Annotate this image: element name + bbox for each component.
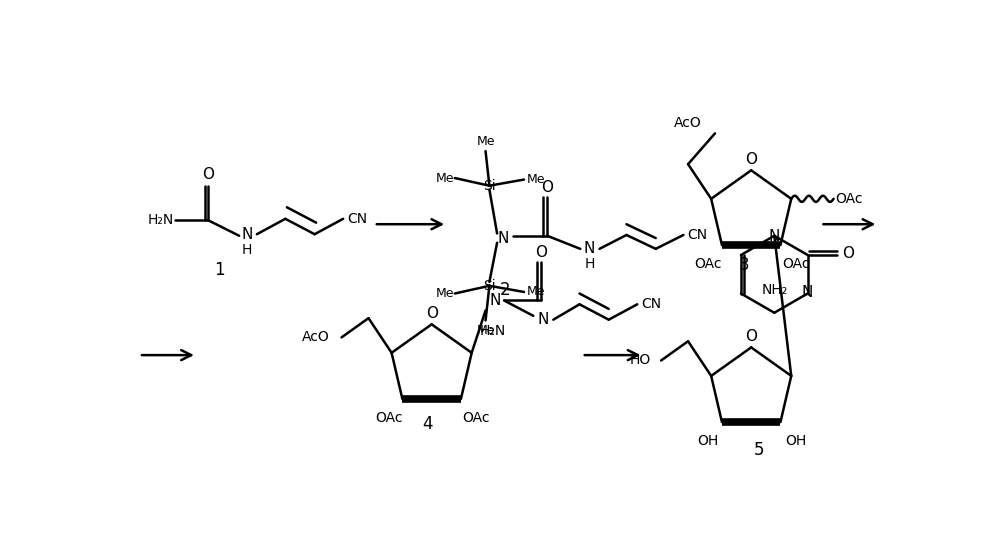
Text: Me: Me bbox=[435, 287, 454, 300]
Text: OH: OH bbox=[697, 434, 719, 448]
Text: H: H bbox=[242, 243, 252, 257]
Text: O: O bbox=[426, 306, 438, 321]
Text: 3: 3 bbox=[738, 256, 749, 274]
Text: OH: OH bbox=[785, 434, 806, 448]
Text: HO: HO bbox=[630, 353, 651, 368]
Text: 1: 1 bbox=[215, 262, 225, 279]
Text: OAc: OAc bbox=[835, 192, 863, 206]
Text: Me: Me bbox=[526, 173, 545, 186]
Text: Me: Me bbox=[526, 285, 545, 299]
Text: N: N bbox=[769, 229, 780, 244]
Text: O: O bbox=[541, 180, 553, 195]
Text: AcO: AcO bbox=[674, 116, 702, 131]
Text: Si: Si bbox=[483, 179, 496, 192]
Text: N: N bbox=[538, 312, 549, 327]
Text: N: N bbox=[584, 241, 595, 257]
Text: O: O bbox=[745, 152, 757, 167]
Text: NH₂: NH₂ bbox=[761, 283, 787, 296]
Text: H₂N: H₂N bbox=[479, 324, 506, 338]
Text: N: N bbox=[498, 231, 509, 246]
Text: 4: 4 bbox=[423, 415, 433, 434]
Text: Me: Me bbox=[476, 134, 495, 148]
Text: N: N bbox=[241, 227, 253, 242]
Text: 2: 2 bbox=[499, 281, 510, 299]
Text: H: H bbox=[584, 257, 595, 272]
Text: CN: CN bbox=[641, 298, 661, 311]
Text: O: O bbox=[745, 329, 757, 344]
Text: O: O bbox=[842, 246, 854, 261]
Text: OAc: OAc bbox=[463, 411, 490, 425]
Text: O: O bbox=[202, 166, 214, 181]
Text: O: O bbox=[535, 245, 547, 260]
Text: AcO: AcO bbox=[302, 330, 330, 345]
Text: OAc: OAc bbox=[375, 411, 402, 425]
Text: Me: Me bbox=[435, 171, 454, 185]
Text: N: N bbox=[802, 285, 813, 300]
Text: Me: Me bbox=[476, 324, 495, 337]
Text: H₂N: H₂N bbox=[147, 213, 174, 227]
Text: OAc: OAc bbox=[782, 257, 810, 272]
Text: Si: Si bbox=[483, 279, 496, 293]
Text: OAc: OAc bbox=[694, 257, 722, 272]
Text: N: N bbox=[489, 293, 500, 308]
Text: 5: 5 bbox=[754, 441, 764, 459]
Text: CN: CN bbox=[347, 212, 367, 226]
Text: CN: CN bbox=[687, 228, 707, 242]
